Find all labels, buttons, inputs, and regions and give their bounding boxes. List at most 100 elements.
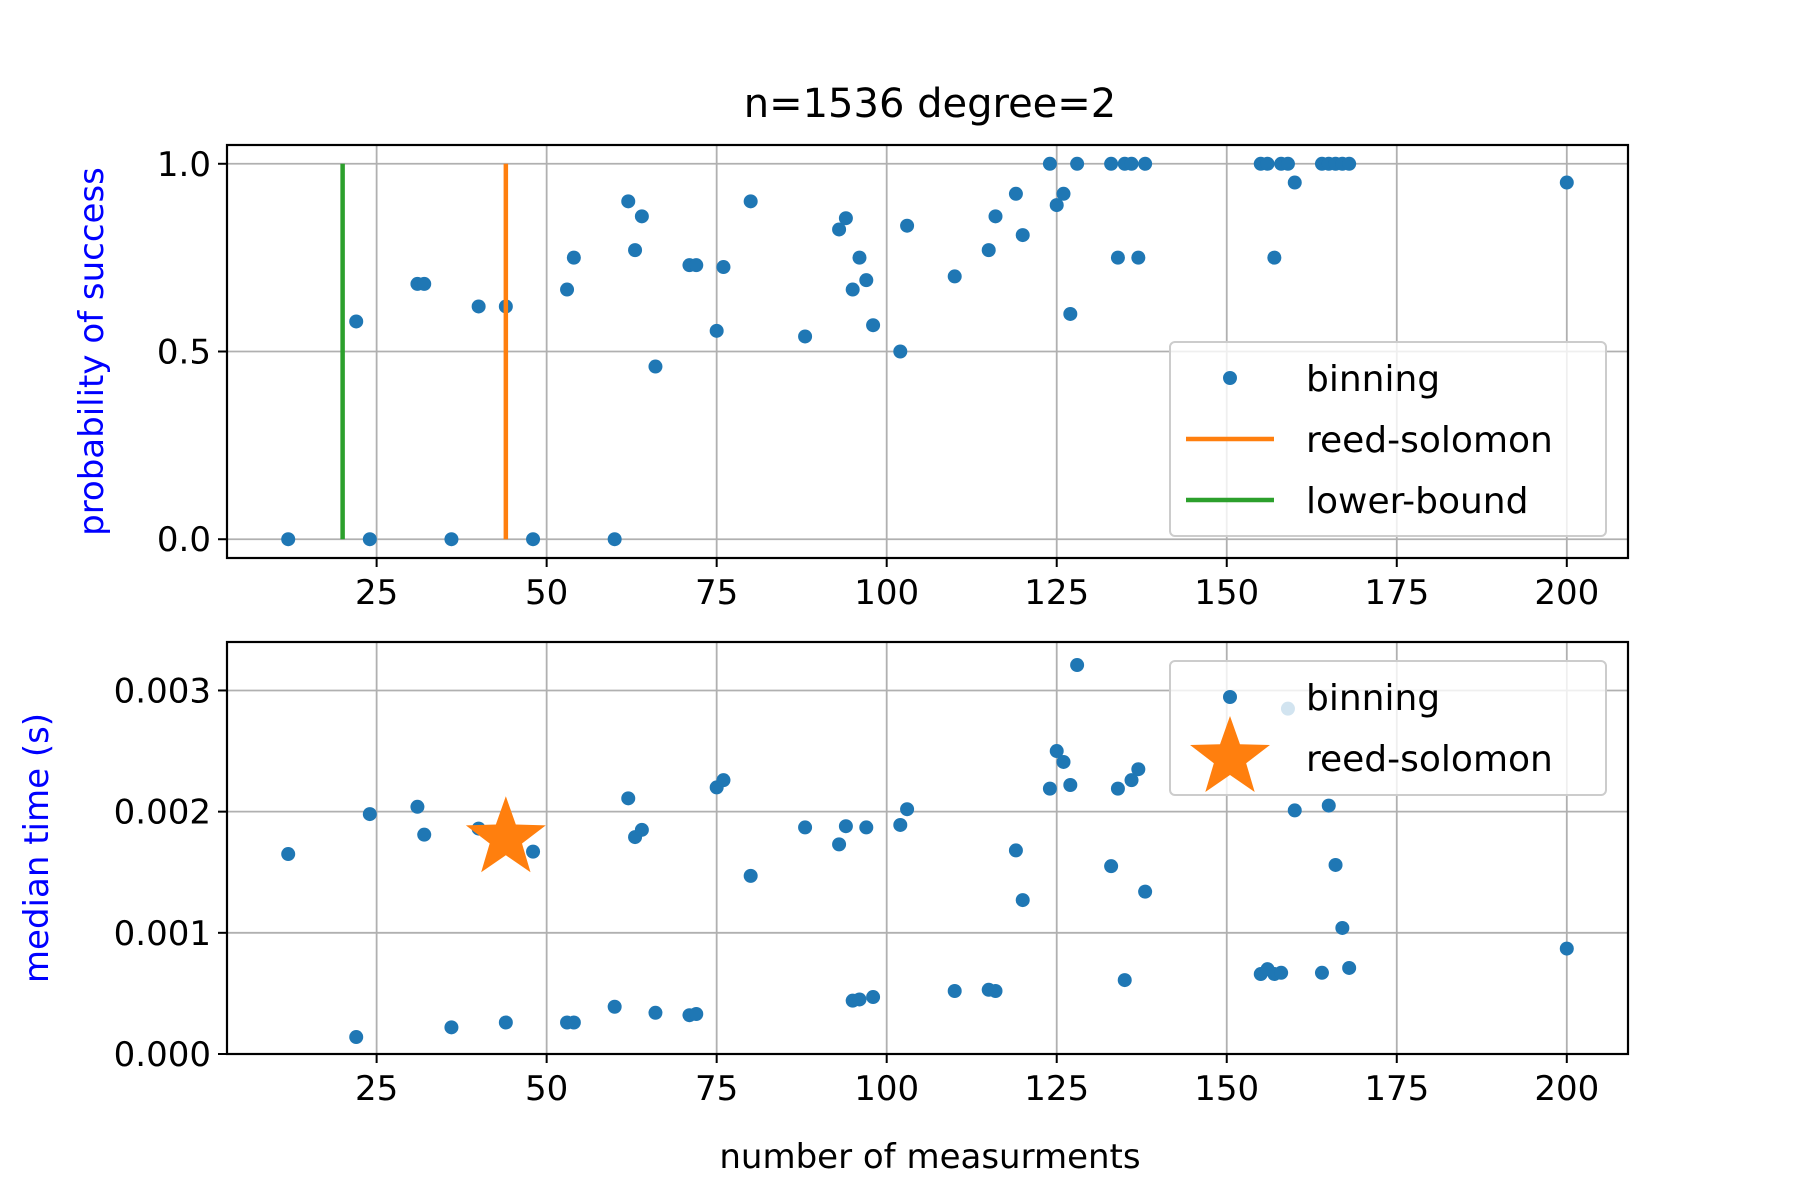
- binning-point: [689, 1007, 704, 1022]
- y-tick-label: 1.0: [157, 145, 211, 185]
- binning-point: [417, 276, 432, 291]
- binning-point: [1104, 859, 1119, 874]
- x-tick-label: 200: [1534, 1069, 1599, 1109]
- binning-point: [716, 260, 731, 275]
- y-tick-label: 0.003: [114, 671, 211, 711]
- binning-point: [1008, 843, 1023, 858]
- y-axis-label: probability of success: [72, 167, 112, 536]
- binning-point: [859, 820, 874, 835]
- x-tick-label: 100: [854, 573, 919, 613]
- binning-point: [281, 847, 296, 862]
- binning-point: [1138, 156, 1153, 171]
- binning-point: [832, 837, 847, 852]
- binning-point: [1008, 186, 1023, 201]
- binning-point: [634, 209, 649, 224]
- subplot-median-time: 25 50 75 100 125 150 175 200 0.000 0.001 0.002 0.00…: [17, 640, 1630, 1109]
- binning-point: [900, 218, 915, 233]
- binning-point: [410, 799, 425, 814]
- binning-point: [743, 868, 758, 883]
- legend-box: [1169, 341, 1607, 537]
- x-tick-label: 100: [854, 1069, 919, 1109]
- binning-point: [1342, 156, 1357, 171]
- binning-point: [798, 820, 813, 835]
- y-tick-label: 0.000: [114, 1035, 211, 1075]
- binning-point: [648, 1005, 663, 1020]
- binning-point: [1015, 228, 1030, 243]
- binning-point: [526, 532, 541, 547]
- binning-point: [607, 999, 622, 1014]
- reed-solomon-star-marker: [465, 796, 546, 873]
- x-axis-label: number of measurments: [719, 1137, 1140, 1177]
- binning-point: [1267, 250, 1282, 265]
- binning-point: [798, 329, 813, 344]
- binning-point: [988, 209, 1003, 224]
- legend: binning reed-solomon: [1169, 660, 1607, 796]
- y-tick-label: 0.0: [157, 520, 211, 560]
- binning-point: [1124, 773, 1139, 788]
- x-tick-label: 50: [525, 1069, 568, 1109]
- binning-point: [444, 1020, 459, 1035]
- x-tick-label: 150: [1194, 1069, 1259, 1109]
- binning-point: [1342, 960, 1357, 975]
- legend: binning reed-solomon lower-bound: [1169, 341, 1607, 537]
- legend-label: reed-solomon: [1306, 420, 1553, 461]
- y-tick-label: 0.5: [157, 333, 211, 373]
- binning-point: [1056, 754, 1071, 769]
- legend-label: binning: [1306, 359, 1440, 400]
- binning-point: [1287, 803, 1302, 818]
- binning-point: [838, 819, 853, 834]
- binning-point: [1117, 973, 1132, 988]
- binning-point: [1110, 250, 1125, 265]
- chart-title: n=1536 degree=2: [744, 81, 1117, 127]
- binning-point: [709, 323, 724, 338]
- binning-point: [1070, 658, 1085, 673]
- binning-point: [1049, 198, 1064, 213]
- binning-point: [1110, 781, 1125, 796]
- binning-point: [1124, 156, 1139, 171]
- binning-point: [1274, 965, 1289, 980]
- binning-point: [1042, 156, 1057, 171]
- binning-point: [607, 532, 622, 547]
- binning-point: [628, 243, 643, 258]
- x-tick-label: 75: [695, 573, 738, 613]
- binning-point: [1063, 306, 1078, 321]
- x-tick-label: 175: [1364, 1069, 1429, 1109]
- binning-point: [1131, 250, 1146, 265]
- binning-point: [349, 1030, 364, 1045]
- x-tick-label: 50: [525, 573, 568, 613]
- binning-point: [893, 817, 908, 832]
- y-axis-label: median time (s): [17, 713, 57, 983]
- binning-point: [621, 194, 636, 209]
- binning-point: [417, 827, 432, 842]
- binning-point: [498, 1015, 513, 1030]
- binning-point: [1314, 965, 1329, 980]
- binning-point: [566, 1015, 581, 1030]
- x-tick-label: 150: [1194, 573, 1259, 613]
- binning-point: [281, 532, 296, 547]
- binning-point: [838, 211, 853, 226]
- binning-point: [1335, 920, 1350, 935]
- binning-point: [893, 344, 908, 359]
- x-tick-label: 25: [355, 1069, 398, 1109]
- binning-point: [1131, 762, 1146, 777]
- binning-point: [947, 269, 962, 284]
- binning-point: [1056, 186, 1071, 201]
- binning-point: [362, 807, 377, 822]
- x-tick-label: 125: [1024, 573, 1089, 613]
- binning-point: [1063, 777, 1078, 792]
- binning-point: [566, 250, 581, 265]
- binning-point: [689, 258, 704, 273]
- y-tick-label: 0.002: [114, 793, 211, 833]
- binning-point: [1287, 175, 1302, 190]
- binning-point: [1559, 175, 1574, 190]
- binning-point: [444, 532, 459, 547]
- binning-point: [852, 250, 867, 265]
- binning-point: [471, 299, 486, 314]
- binning-point: [1260, 156, 1275, 171]
- binning-point: [1280, 156, 1295, 171]
- binning-point: [716, 773, 731, 788]
- binning-point: [845, 282, 860, 297]
- axes-frame: [225, 143, 1630, 560]
- binning-point: [362, 532, 377, 547]
